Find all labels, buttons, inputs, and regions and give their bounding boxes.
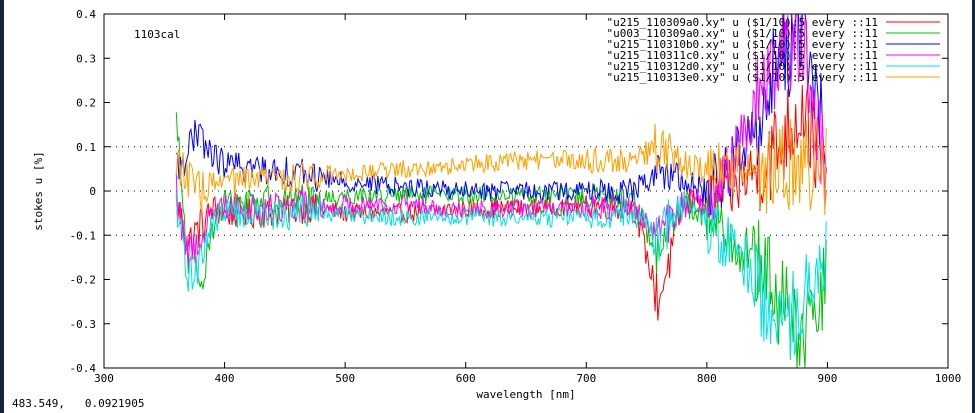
x-tick-label: 1000: [935, 372, 962, 385]
legend-entry-label: "u215_110312d0.xy" u ($1/10):5 every ::1…: [606, 60, 878, 73]
plot-canvas[interactable]: 300 400 500 600 700 800 900 1000 -0.4 -0.3 -0.2 -0.…: [4, 0, 972, 413]
legend-entry-label: "u215_110309a0.xy" u ($1/10):5 every ::1…: [606, 16, 878, 29]
y-tick-label: 0.1: [76, 141, 96, 154]
mouse-coordinate-readout: 483.549, 0.0921905: [12, 397, 144, 410]
x-tick-label: 900: [817, 372, 837, 385]
status-y-value: 0.0921905: [84, 397, 145, 410]
y-tick-label: -0.1: [70, 229, 97, 242]
y-tick-label: -0.4: [70, 362, 97, 375]
x-tick-label: 700: [576, 372, 596, 385]
series-line: [175, 191, 827, 360]
x-tick-label: 500: [335, 372, 355, 385]
x-tick-label: 800: [697, 372, 717, 385]
x-tick-label: 600: [456, 372, 476, 385]
y-tick-label: 0: [89, 185, 96, 198]
gnuplot-window: 300 400 500 600 700 800 900 1000 -0.4 -0.3 -0.2 -0.…: [4, 0, 972, 413]
x-tick-label: 400: [215, 372, 235, 385]
series-line: [175, 84, 827, 321]
y-tick-label: 0.3: [76, 52, 96, 65]
y-tick-label: -0.3: [70, 318, 97, 331]
plot-annotation: 1103cal: [134, 28, 180, 41]
legend: "u215_110309a0.xy" u ($1/10):5 every ::1…: [606, 16, 940, 84]
axes: 300 400 500 600 700 800 900 1000 -0.4 -0.3 -0.2 -0.…: [70, 8, 962, 385]
legend-entry-label: "u215_110310b0.xy" u ($1/10):5 every ::1…: [606, 38, 878, 51]
legend-entry-label: "u003_110309a0.xy" u ($1/10):5 every ::1…: [606, 27, 878, 40]
series-line: [175, 118, 827, 216]
y-tick-label: -0.2: [70, 274, 97, 287]
y-axis-label: stokes u [%]: [32, 151, 45, 230]
x-axis-label: wavelength [nm]: [476, 388, 575, 401]
data-series: [175, 13, 827, 369]
legend-entry-label: "u215_110313e0.xy" u ($1/10):5 every ::1…: [606, 71, 878, 84]
legend-entry-label: "u215_110311c0.xy" u ($1/10):5 every ::1…: [606, 49, 878, 62]
y-tick-label: 0.2: [76, 97, 96, 110]
status-x-value: 483.549,: [12, 397, 65, 410]
x-tick-label: 300: [94, 372, 114, 385]
y-tick-label: 0.4: [76, 8, 96, 21]
series-line: [175, 13, 827, 267]
